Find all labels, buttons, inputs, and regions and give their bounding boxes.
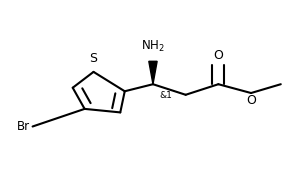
Text: Br: Br [16,120,30,133]
Text: &1: &1 [159,91,172,100]
Polygon shape [149,61,157,84]
Text: O: O [213,49,223,62]
Text: S: S [89,52,98,65]
Text: O: O [246,94,256,107]
Text: NH$_2$: NH$_2$ [141,39,165,54]
